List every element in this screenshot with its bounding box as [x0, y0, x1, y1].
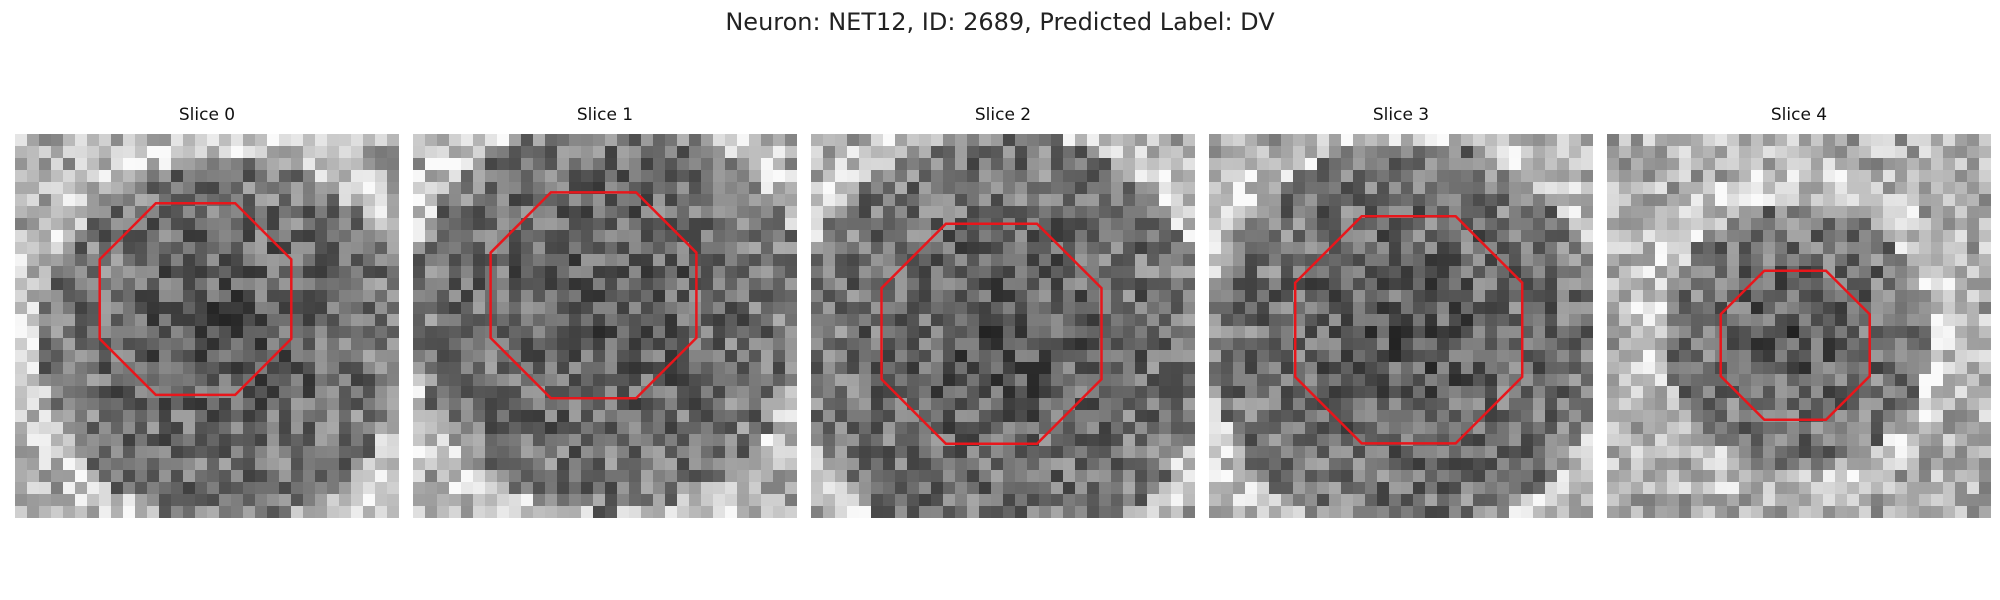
roi-outline — [489, 191, 698, 400]
roi-outline — [98, 202, 293, 397]
slice-image — [1607, 134, 1991, 518]
slice-panel-0: Slice 0 — [15, 100, 399, 518]
slice-title: Slice 3 — [1372, 105, 1430, 125]
slice-image — [811, 134, 1195, 518]
slice-panel-1: Slice 1 — [413, 100, 797, 518]
slice-pixels — [811, 134, 1195, 518]
slice-image — [15, 134, 399, 518]
roi-outline — [1293, 215, 1524, 445]
slice-panel-4: Slice 4 — [1607, 100, 1991, 518]
slice-pixels — [413, 134, 797, 518]
roi-outline — [1719, 269, 1871, 421]
roi-outline — [880, 222, 1103, 445]
slice-panel-3: Slice 3 — [1209, 100, 1593, 518]
slice-pixels — [15, 134, 399, 518]
slice-panel-2: Slice 2 — [811, 100, 1195, 518]
slice-pixels — [1607, 134, 1991, 518]
figure-title: Neuron: NET12, ID: 2689, Predicted Label… — [725, 8, 1275, 36]
slice-title: Slice 0 — [178, 105, 236, 125]
slice-image — [1209, 134, 1593, 518]
slice-title: Slice 1 — [576, 105, 634, 125]
slice-image — [413, 134, 797, 518]
slice-title: Slice 2 — [974, 105, 1032, 125]
slice-pixels — [1209, 134, 1593, 518]
slice-title: Slice 4 — [1770, 105, 1828, 125]
